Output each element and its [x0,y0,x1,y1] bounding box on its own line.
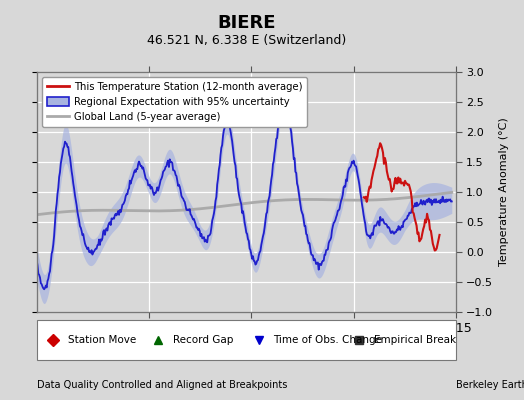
Y-axis label: Temperature Anomaly (°C): Temperature Anomaly (°C) [499,118,509,266]
Text: BIERE: BIERE [217,14,276,32]
FancyBboxPatch shape [37,320,456,360]
Text: Time of Obs. Change: Time of Obs. Change [274,335,383,345]
Text: Berkeley Earth: Berkeley Earth [456,380,524,390]
Text: Data Quality Controlled and Aligned at Breakpoints: Data Quality Controlled and Aligned at B… [37,380,287,390]
Text: Empirical Break: Empirical Break [374,335,456,345]
Text: 46.521 N, 6.338 E (Switzerland): 46.521 N, 6.338 E (Switzerland) [147,34,346,47]
Legend: This Temperature Station (12-month average), Regional Expectation with 95% uncer: This Temperature Station (12-month avera… [42,77,307,127]
Text: Station Move: Station Move [68,335,136,345]
Text: Record Gap: Record Gap [173,335,233,345]
